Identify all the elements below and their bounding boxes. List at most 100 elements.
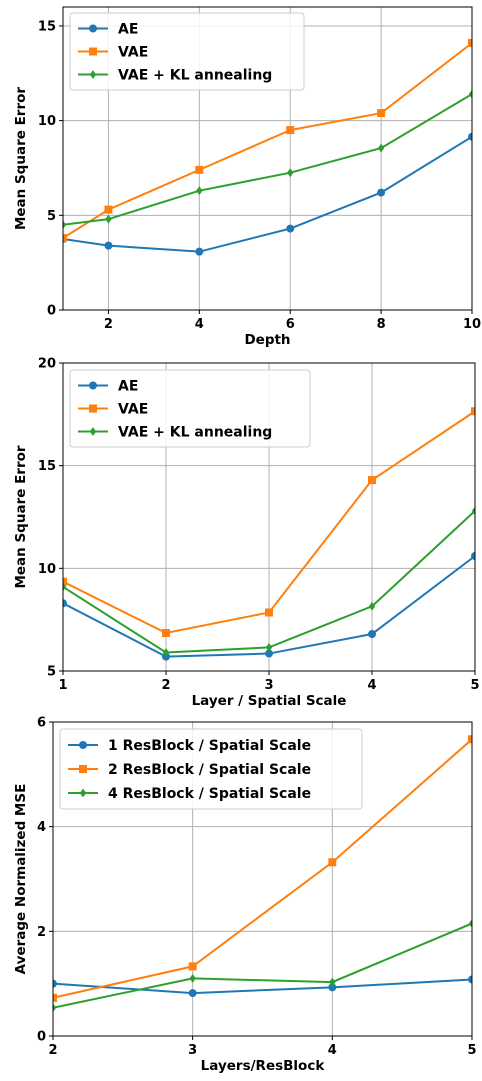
data-point: [328, 983, 337, 992]
y-tick-label: 4: [37, 820, 46, 835]
y-tick-label: 0: [37, 1030, 46, 1045]
data-point: [377, 109, 386, 118]
legend-marker: [89, 404, 97, 413]
data-point: [368, 476, 376, 485]
data-point: [265, 608, 273, 617]
series-group: [63, 38, 472, 256]
chart-1: 2 4 6 8 10 0 5 10 15 Depth Mean Square Error AE VAE V…: [13, 6, 481, 348]
legend-marker: [89, 427, 97, 436]
y-tick-label: 2: [37, 925, 46, 940]
data-point: [188, 962, 197, 971]
y-tick-label: 6: [37, 716, 46, 731]
x-tick-label: 4: [195, 317, 204, 332]
data-point: [468, 919, 472, 928]
y-tick-label: 10: [38, 562, 56, 577]
data-point: [188, 989, 197, 998]
data-point: [63, 577, 67, 586]
x-axis-label: Depth: [244, 332, 290, 348]
legend-box: [69, 12, 305, 91]
y-axis-label: Mean Square Error: [13, 87, 29, 230]
series-line-2: [63, 42, 472, 239]
legend: AE VAE VAE + KL annealing: [69, 369, 311, 448]
data-point: [286, 224, 295, 233]
legend-label: 2 ResBlock / Spatial Scale: [108, 762, 311, 778]
x-tick-label: 3: [188, 1043, 197, 1058]
data-point: [471, 407, 475, 416]
data-point: [377, 188, 386, 197]
data-point: [329, 977, 336, 987]
x-tick-label: 2: [104, 317, 113, 332]
data-point: [104, 241, 113, 250]
data-point: [368, 601, 376, 611]
data-point: [196, 186, 203, 196]
x-tick-label: 1: [58, 678, 67, 693]
legend-label: 1 ResBlock / Spatial Scale: [108, 738, 311, 754]
legend-marker: [79, 788, 87, 798]
legend-label: VAE + KL annealing: [118, 68, 272, 84]
legend-box: [59, 728, 363, 810]
plot-frame: [52, 721, 473, 1037]
x-axis-label: Layer / Spatial Scale: [192, 693, 347, 709]
y-tick-label: 5: [47, 665, 56, 680]
x-axis-label: Layers/ResBlock: [201, 1058, 326, 1074]
data-point: [162, 629, 170, 638]
data-point: [377, 143, 385, 153]
series-group: [63, 407, 475, 661]
legend-marker: [79, 741, 87, 749]
plot-frame: [62, 362, 476, 672]
x-tick-label: 5: [470, 678, 479, 693]
x-tick-label: 8: [377, 317, 386, 332]
data-point: [63, 234, 67, 243]
legend-marker: [79, 765, 87, 773]
data-point: [195, 247, 204, 256]
data-point: [53, 993, 57, 1002]
legend-label: VAE: [118, 402, 148, 418]
x-tick-label: 2: [161, 678, 170, 693]
data-point: [189, 974, 196, 983]
y-tick-label: 15: [38, 459, 56, 474]
y-tick-label: 20: [38, 357, 56, 372]
data-point: [195, 165, 204, 174]
y-axis-label: Average Normalized MSE: [13, 784, 29, 975]
legend: 1 ResBlock / Spatial Scale 2 ResBlock / S…: [59, 728, 363, 810]
series-group: [53, 735, 472, 1013]
legend-marker: [89, 47, 97, 56]
series-line-2: [53, 738, 472, 999]
series-line-1: [53, 978, 472, 995]
data-point: [265, 649, 273, 658]
data-point: [63, 599, 67, 608]
x-tick-label: 10: [463, 317, 481, 332]
x-tick-label: 3: [264, 678, 273, 693]
x-tick-label: 5: [467, 1043, 476, 1058]
legend-marker: [89, 381, 97, 390]
chart-2: 1 2 3 4 5 5 10 15 20 Layer / Spatial Scale Mean Sq…: [13, 357, 480, 710]
data-point: [468, 975, 472, 984]
data-point: [63, 582, 67, 592]
y-tick-label: 0: [47, 304, 56, 319]
data-point: [53, 979, 57, 988]
data-point: [471, 506, 475, 516]
data-point: [63, 220, 67, 230]
data-point: [471, 552, 475, 561]
data-point: [162, 648, 170, 657]
data-point: [287, 168, 294, 178]
legend-label: 4 ResBlock / Spatial Scale: [108, 786, 311, 802]
y-tick-label: 15: [38, 19, 56, 34]
data-point: [265, 642, 273, 652]
data-point: [53, 1003, 57, 1013]
x-tick-label: 4: [328, 1043, 337, 1058]
data-point: [468, 132, 472, 141]
legend-label: VAE: [118, 45, 148, 61]
legend-label: AE: [118, 22, 138, 38]
data-point: [368, 630, 376, 639]
x-tick-label: 4: [367, 678, 376, 693]
data-point: [105, 214, 112, 224]
data-point: [104, 205, 113, 214]
legend-box: [69, 369, 311, 448]
plot-frame: [62, 6, 473, 311]
data-point: [468, 735, 472, 744]
y-tick-label: 10: [38, 114, 56, 129]
y-tick-label: 5: [47, 209, 56, 224]
